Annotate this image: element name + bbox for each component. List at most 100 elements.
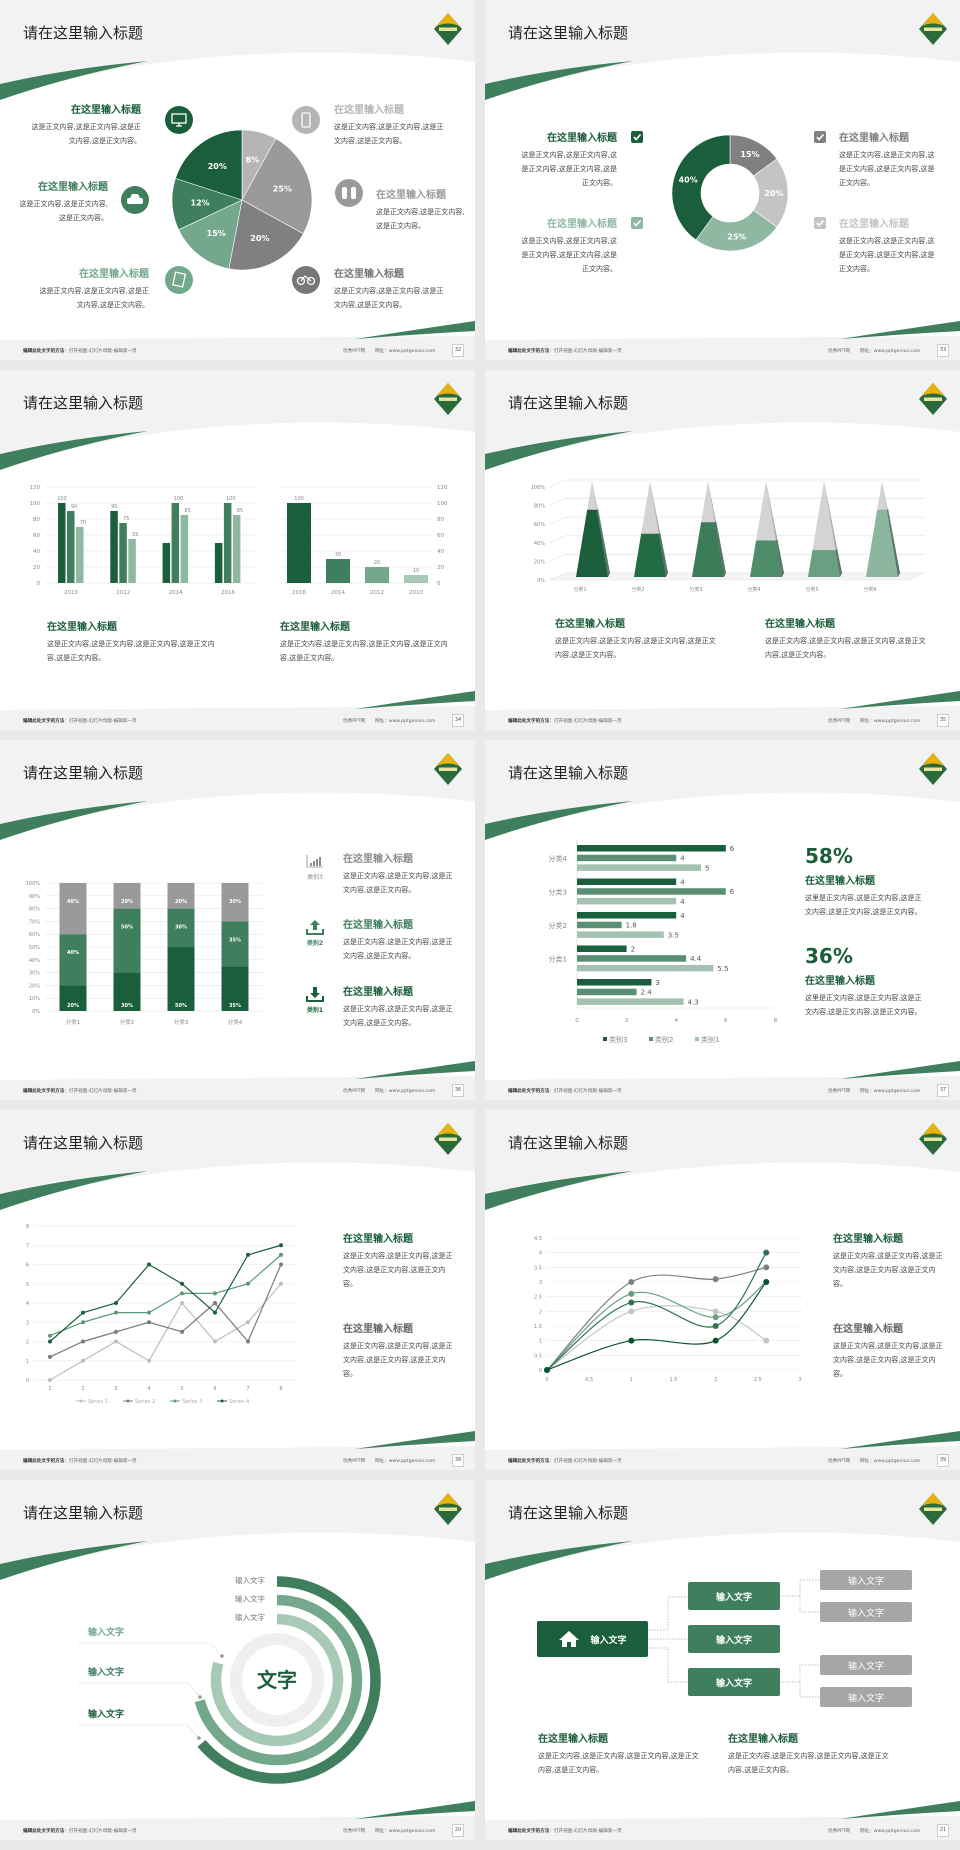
bar — [577, 912, 677, 919]
block-heading: 在这里输入标题 — [728, 1734, 798, 1745]
block-heading: 在这里输入标题 — [555, 619, 625, 630]
slide: 请在这里输入标题 编辑此处文字的方法：打开视图-幻灯片母版-编辑第一页 优秀PPT网… — [0, 1110, 475, 1470]
segment-label: 40% — [67, 899, 79, 905]
bar-chart-icon — [306, 855, 323, 868]
footer-hint-bold: 编辑此处文字的方法 — [508, 719, 550, 724]
block-body: 这是正文内容,这是正文内容,这是正文内容,这是正文内容,这是正文内容。 — [555, 637, 716, 659]
data-point — [180, 1329, 184, 1334]
x-tick-label: 2010 — [64, 590, 78, 596]
block-heading: 在这里输入标题 — [833, 1324, 903, 1335]
block-heading: 在这里输入标题 — [280, 622, 350, 633]
x-tick-label: 分类5 — [805, 586, 818, 593]
y-tick-label: 20 — [33, 565, 40, 571]
book-icon — [172, 271, 187, 288]
y-tick-label: 80% — [534, 504, 545, 510]
bar — [162, 543, 171, 583]
stacked-bar-segment — [113, 908, 141, 973]
mid-node[interactable]: 输入文字 — [688, 1668, 780, 1696]
mid-node[interactable]: 输入文字 — [688, 1625, 780, 1653]
mid-node[interactable]: 输入文字 — [688, 1582, 780, 1610]
x-tick-label: 8 — [279, 1386, 282, 1392]
block-heading: 在这里输入标题 — [833, 1234, 903, 1245]
text-block: 在这里输入标题 这是正文内容,这是正文内容,这是正文内容,这是正文内容。 — [34, 265, 149, 312]
slide-graphics: 0204060801001202010100907020129075552014… — [30, 485, 448, 596]
pie-slice-label: 20% — [208, 162, 227, 171]
data-point — [246, 1339, 250, 1344]
y-tick-label: 4 — [539, 1251, 542, 1257]
slide-title: 请在这里输入标题 — [23, 1134, 144, 1152]
leaf-node[interactable]: 输入文字 — [820, 1570, 912, 1590]
footer-hint: 编辑此处文字的方法：打开视图-幻灯片母版-编辑第一页 — [508, 1828, 622, 1834]
data-point — [712, 1323, 719, 1329]
bar — [76, 527, 84, 583]
block-body: 这是正文内容,这是正文内容,这是正文内容,这是正文内容。 — [334, 123, 444, 145]
text-block: 在这里输入标题 这是正文内容,这是正文内容,这是正文内容,这是正文内容。 — [26, 101, 141, 148]
page-number: 35 — [937, 714, 949, 727]
y-tick-label: 10% — [29, 996, 40, 1002]
block-heading: 在这里输入标题 — [805, 976, 875, 987]
block-body: 这是正文内容,这是正文内容,这是正文内容,这是正文内容。 — [31, 123, 141, 145]
check-mark — [816, 133, 825, 141]
leaf-node[interactable]: 输入文字 — [820, 1655, 912, 1675]
text-block: 在这里输入标题这是正文内容,这是正文内容,这是正文内容,这是正文内容。 — [343, 850, 458, 897]
logo-sun — [922, 13, 944, 26]
donut-slice-label: 15% — [740, 150, 759, 159]
bar-value-label: 3.5 — [668, 931, 679, 939]
data-point — [81, 1310, 85, 1315]
slide: 请在这里输入标题 编辑此处文字的方法：打开视图-幻灯片母版-编辑第一页 优秀PPT网… — [0, 1480, 475, 1840]
data-point — [48, 1378, 52, 1382]
page-number: 38 — [452, 1454, 464, 1467]
block-body: 这是正文内容,这是正文内容,这是正文内容,这是正文内容。 — [343, 872, 453, 894]
footer-hint-text: ：打开视图-幻灯片母版-编辑第一页 — [64, 1089, 137, 1094]
footer-url: 网址：www.pptgenius.com — [375, 1829, 436, 1834]
block-body: 这是正文内容,这是正文内容,这是正文内容,这是正文内容。 — [343, 938, 453, 960]
legend-label: 类别2 — [655, 1035, 673, 1044]
page-number: 36 — [452, 1084, 464, 1097]
bar — [577, 864, 701, 871]
x-tick-label: 2.5 — [754, 1377, 762, 1383]
text-block: 在这里输入标题 这是正文内容,这是正文内容,这是正文内容,这是正文内容。 — [334, 265, 449, 312]
arrow — [310, 987, 320, 998]
block-heading: 在这里输入标题 — [343, 854, 413, 865]
stacked-bar-segment — [59, 883, 87, 935]
r — [351, 187, 356, 199]
data-point — [147, 1262, 151, 1267]
logo-sun — [922, 383, 944, 396]
y-tick-label: 80 — [437, 517, 444, 523]
y-tick-label: 4.5 — [534, 1236, 542, 1242]
gridline — [549, 498, 925, 506]
leaf-node[interactable]: 输入文字 — [820, 1687, 912, 1707]
bar — [577, 955, 687, 962]
bar — [232, 515, 241, 583]
leaf-node[interactable]: 输入文字 — [820, 1602, 912, 1622]
block-heading: 在这里输入标题 — [334, 269, 404, 280]
y-tick-label: 1 — [539, 1339, 542, 1345]
series-line — [49, 1254, 282, 1337]
logo-sun — [437, 753, 459, 766]
bar — [58, 503, 66, 583]
pyramid-fill — [866, 509, 898, 577]
bar-value-label: 6 — [730, 845, 735, 853]
x-tick-label: 2012 — [116, 590, 130, 596]
y-tick-label: 100 — [30, 501, 41, 507]
slide-background — [485, 13, 960, 340]
block-body: 这是正文内容,这是正文内容,这是正文内容,这是正文内容,这是正文内容。 — [839, 151, 935, 187]
y-tick-label: 120 — [30, 485, 41, 491]
pie-slice-label: 12% — [191, 199, 210, 208]
side-label: 输入文字 — [88, 1666, 124, 1678]
segment-label: 30% — [229, 899, 241, 905]
bar-value-label: 4 — [680, 912, 685, 920]
icon-label: 类别2 — [307, 939, 323, 947]
root-node[interactable]: 输入文字 — [537, 1621, 648, 1657]
y-tick-label: 0 — [26, 1378, 29, 1384]
block-body: 这是正文内容,这是正文内容,这是正文内容。 — [376, 208, 465, 230]
slide: 请在这里输入标题 编辑此处文字的方法：打开视图-幻灯片母版-编辑第一页 优秀PPT网… — [485, 740, 960, 1100]
logo — [919, 1493, 947, 1525]
data-point — [712, 1314, 719, 1321]
logo — [434, 13, 462, 45]
pie-slice — [241, 138, 313, 235]
y-tick-label: 60% — [29, 932, 40, 938]
footer-url: 网址：www.pptgenius.com — [375, 1089, 436, 1094]
category-label: 分类2 — [549, 921, 567, 930]
text-block: 在这里输入标题 这是正文内容,这是正文内容,这是正文内容,这是正文内容,这是正文内… — [517, 129, 617, 190]
